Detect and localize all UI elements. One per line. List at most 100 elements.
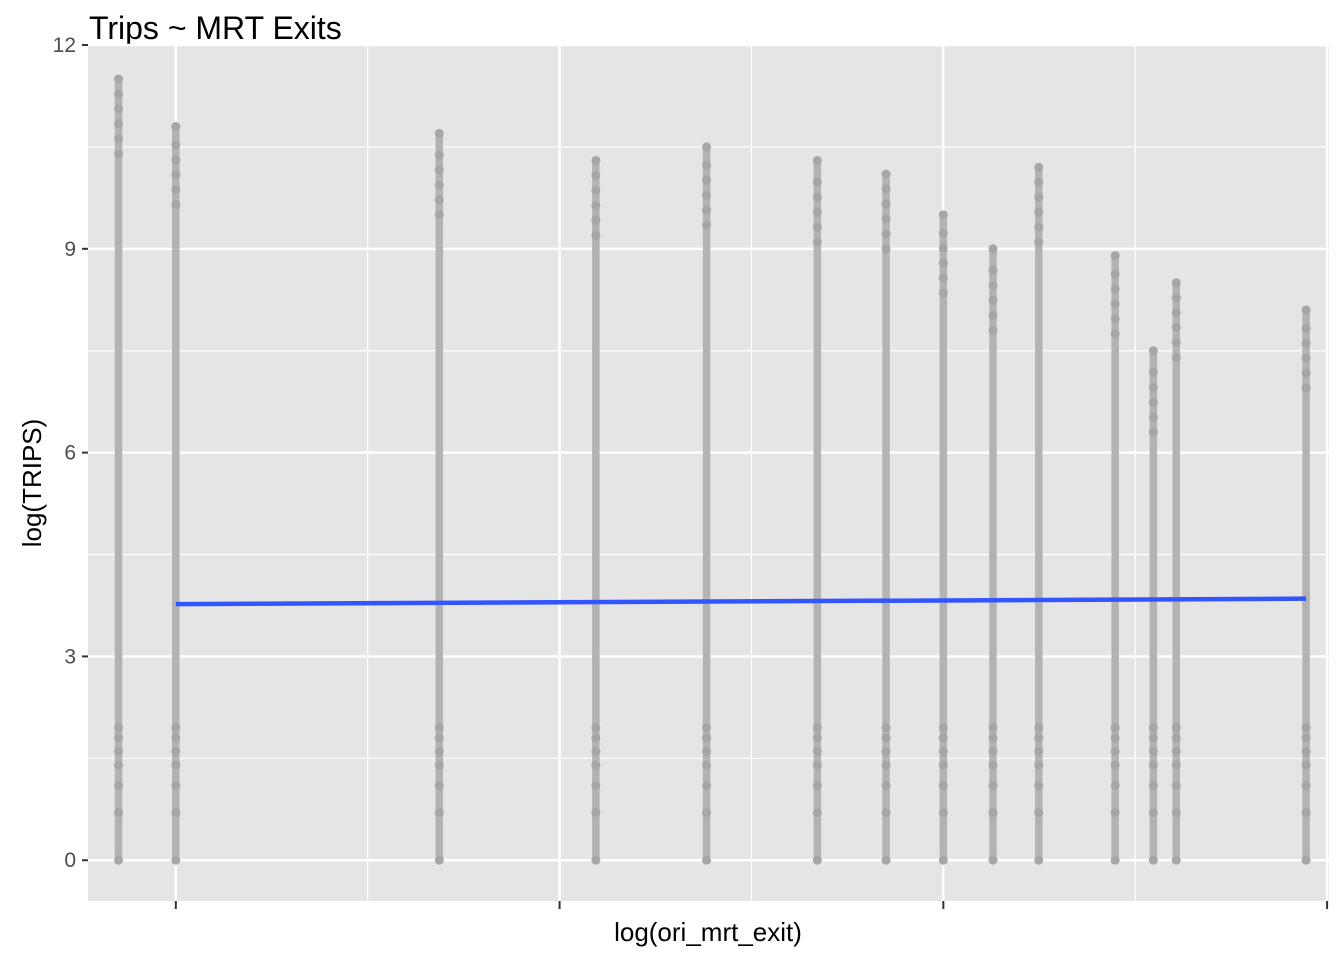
data-point [1110, 723, 1120, 733]
data-point [702, 760, 712, 770]
data-point [591, 200, 601, 210]
data-point [434, 210, 444, 220]
data-point [1110, 781, 1120, 791]
data-point [988, 280, 998, 290]
data-point [1110, 329, 1120, 339]
data-point [1301, 760, 1311, 770]
data-point [434, 180, 444, 190]
data-point [1171, 855, 1181, 865]
y-tick-label: 9 [64, 238, 76, 261]
data-point [881, 733, 891, 743]
data-point [938, 243, 948, 253]
data-point [1301, 723, 1311, 733]
data-point [1148, 760, 1158, 770]
data-point [1301, 383, 1311, 393]
data-point [1034, 733, 1044, 743]
data-point [702, 190, 712, 200]
data-point [1148, 733, 1158, 743]
data-point [591, 733, 601, 743]
data-point [171, 760, 181, 770]
y-axis: 0 3 6 9 12 [53, 34, 88, 872]
data-point [938, 855, 948, 865]
data-point [938, 747, 948, 757]
data-point [1034, 723, 1044, 733]
data-point [1301, 855, 1311, 865]
data-point [812, 723, 822, 733]
data-point [812, 855, 822, 865]
data-point [938, 258, 948, 268]
data-point [881, 747, 891, 757]
data-point [881, 184, 891, 194]
data-point [1148, 781, 1158, 791]
data-point [1034, 177, 1044, 187]
data-point [1110, 855, 1120, 865]
data-point [988, 325, 998, 335]
data-point [812, 207, 822, 217]
data-point [1301, 808, 1311, 818]
data-point [1148, 397, 1158, 407]
data-point [1110, 747, 1120, 757]
data-points [114, 74, 1311, 865]
data-point [591, 155, 601, 165]
data-point [938, 781, 948, 791]
data-point [1110, 299, 1120, 309]
data-point [938, 760, 948, 770]
data-point [1148, 747, 1158, 757]
data-point [114, 747, 124, 757]
data-point [812, 808, 822, 818]
data-point [812, 222, 822, 232]
data-point [1301, 338, 1311, 348]
data-point [812, 237, 822, 247]
data-point [1301, 368, 1311, 378]
data-point [114, 119, 124, 129]
data-point [114, 104, 124, 114]
regression-line [175, 596, 1307, 607]
data-point [938, 210, 948, 220]
data-point [881, 723, 891, 733]
data-point [1110, 314, 1120, 324]
data-point [1301, 781, 1311, 791]
data-point [171, 781, 181, 791]
data-point [938, 733, 948, 743]
y-tick-label: 3 [64, 645, 76, 668]
data-point [1301, 323, 1311, 333]
data-point [1171, 308, 1181, 318]
data-point [938, 228, 948, 238]
data-point [1171, 338, 1181, 348]
data-point [702, 160, 712, 170]
chart-title: Trips ~ MRT Exits [89, 10, 342, 46]
data-point [591, 170, 601, 180]
y-tick-label: 0 [64, 849, 76, 872]
data-point [1034, 162, 1044, 172]
data-point [171, 140, 181, 150]
y-axis-title: log(TRIPS) [17, 419, 47, 548]
data-point [702, 747, 712, 757]
data-point [988, 808, 998, 818]
data-point [881, 199, 891, 209]
data-point [114, 149, 124, 159]
data-point [434, 165, 444, 175]
data-point [1034, 747, 1044, 757]
data-point [1301, 733, 1311, 743]
data-point [881, 808, 891, 818]
data-point [1171, 323, 1181, 333]
data-point [114, 855, 124, 865]
data-point [171, 855, 181, 865]
data-point [434, 808, 444, 818]
data-point [591, 215, 601, 225]
data-point [434, 855, 444, 865]
data-point [114, 781, 124, 791]
data-point [812, 733, 822, 743]
data-point [591, 760, 601, 770]
data-point [1148, 723, 1158, 733]
data-point [702, 781, 712, 791]
data-point [938, 723, 948, 733]
data-point [1034, 237, 1044, 247]
data-point [1171, 733, 1181, 743]
data-point [591, 185, 601, 195]
data-point [1110, 269, 1120, 279]
data-point [812, 177, 822, 187]
fit-line [175, 596, 1307, 607]
data-point [1034, 808, 1044, 818]
data-point [881, 229, 891, 239]
